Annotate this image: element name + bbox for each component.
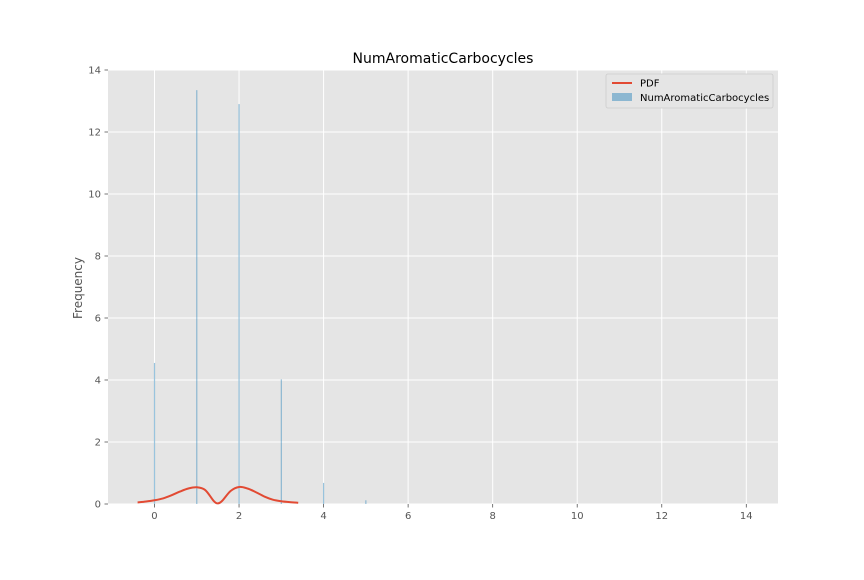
histogram-bars xyxy=(153,90,367,505)
grid-lines xyxy=(108,69,778,505)
y-tick-label-4: 8 xyxy=(95,252,101,263)
legend: PDF NumAromaticCarbocycles xyxy=(605,73,774,109)
legend-histogram-swatch xyxy=(612,93,632,101)
x-tick-label-2: 4 xyxy=(320,511,326,522)
y-tick-labels: 0 2 4 6 8 10 12 14 xyxy=(88,66,108,511)
histogram-bar-5 xyxy=(365,500,367,504)
x-tick-label-7: 14 xyxy=(740,511,753,522)
legend-box xyxy=(605,73,774,109)
x-tick-labels: 0 2 4 6 8 10 12 14 xyxy=(151,504,753,522)
x-tick-label-1: 2 xyxy=(236,511,242,522)
x-tick-label-4: 8 xyxy=(489,511,495,522)
x-tick-label-6: 12 xyxy=(655,511,668,522)
x-tick-label-5: 10 xyxy=(571,511,584,522)
histogram-bar-0 xyxy=(153,362,156,504)
pdf-line xyxy=(137,485,299,505)
plot-background xyxy=(108,70,778,504)
y-tick-label-7: 14 xyxy=(88,66,101,77)
chart-title: NumAromaticCarbocycles xyxy=(353,51,534,67)
legend-histogram-label: NumAromaticCarbocycles xyxy=(640,93,769,104)
histogram-bar-1 xyxy=(196,90,198,505)
y-tick-label-0: 0 xyxy=(95,500,101,511)
histogram-bar-4 xyxy=(322,482,325,504)
y-tick-label-5: 10 xyxy=(88,190,101,201)
histogram-bar-2 xyxy=(238,104,240,504)
y-tick-label-6: 12 xyxy=(88,128,101,139)
pdf-curve xyxy=(137,485,299,505)
y-axis-label: Frequency xyxy=(71,257,85,319)
y-tick-label-3: 6 xyxy=(95,314,101,325)
x-tick-label-3: 6 xyxy=(405,511,411,522)
x-tick-label-0: 0 xyxy=(151,511,157,522)
y-tick-label-1: 2 xyxy=(95,438,101,449)
legend-pdf-label: PDF xyxy=(640,79,660,90)
y-tick-label-2: 4 xyxy=(95,376,101,387)
histogram-bar-3 xyxy=(280,379,282,504)
